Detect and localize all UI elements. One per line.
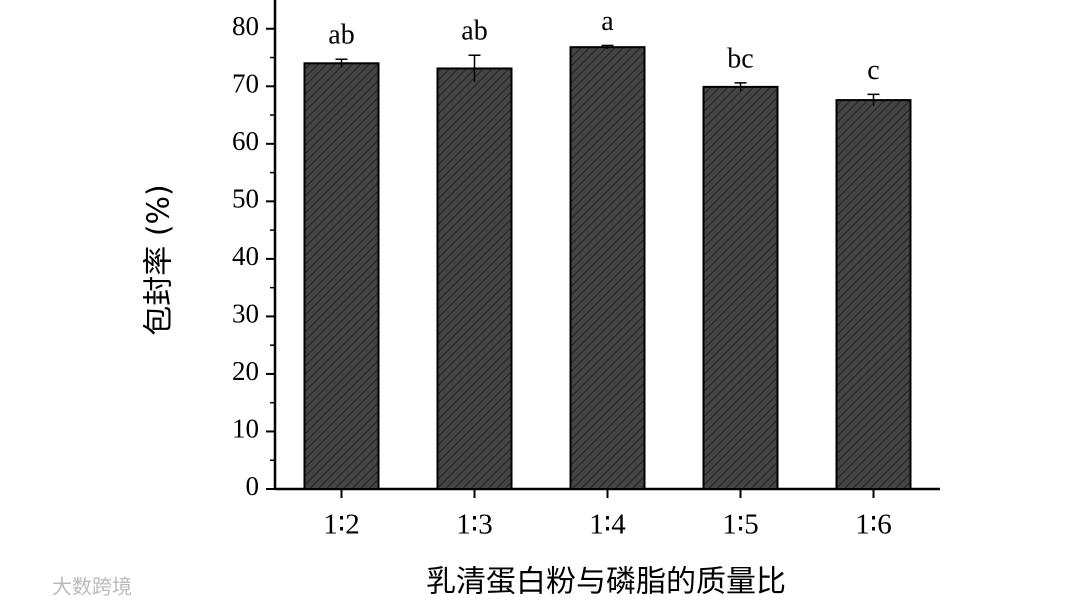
x-tick-label: 1∶3: [456, 509, 493, 541]
y-tick-label: 20: [232, 356, 259, 386]
y-tick-label: 70: [232, 68, 259, 98]
bar: [702, 85, 779, 490]
y-tick-label: 50: [232, 184, 259, 214]
y-tick-label: 60: [232, 126, 259, 156]
bar: [835, 99, 912, 491]
significance-label: ab: [461, 16, 487, 47]
y-tick-label: 40: [232, 241, 259, 271]
significance-label: ab: [328, 20, 354, 51]
y-axis-label: 包封率 (%): [142, 184, 177, 335]
x-tick-label: 1∶5: [722, 509, 759, 541]
significance-label: a: [601, 6, 614, 37]
significance-label: c: [867, 55, 879, 86]
x-tick-label: 1∶6: [855, 509, 892, 541]
y-tick-label: 0: [246, 471, 260, 501]
y-tick-label: 10: [232, 414, 259, 444]
x-tick-label: 1∶4: [589, 509, 626, 541]
watermark: 大数跨境: [52, 575, 132, 599]
x-tick-label: 1∶2: [323, 509, 360, 541]
significance-label: bc: [727, 43, 753, 74]
bar: [436, 67, 513, 491]
bar: [569, 46, 646, 491]
x-axis-label: 乳清蛋白粉与磷脂的质量比: [426, 565, 786, 600]
y-tick-label: 80: [232, 11, 259, 41]
bar: [303, 62, 380, 491]
y-tick-label: 30: [232, 299, 259, 329]
